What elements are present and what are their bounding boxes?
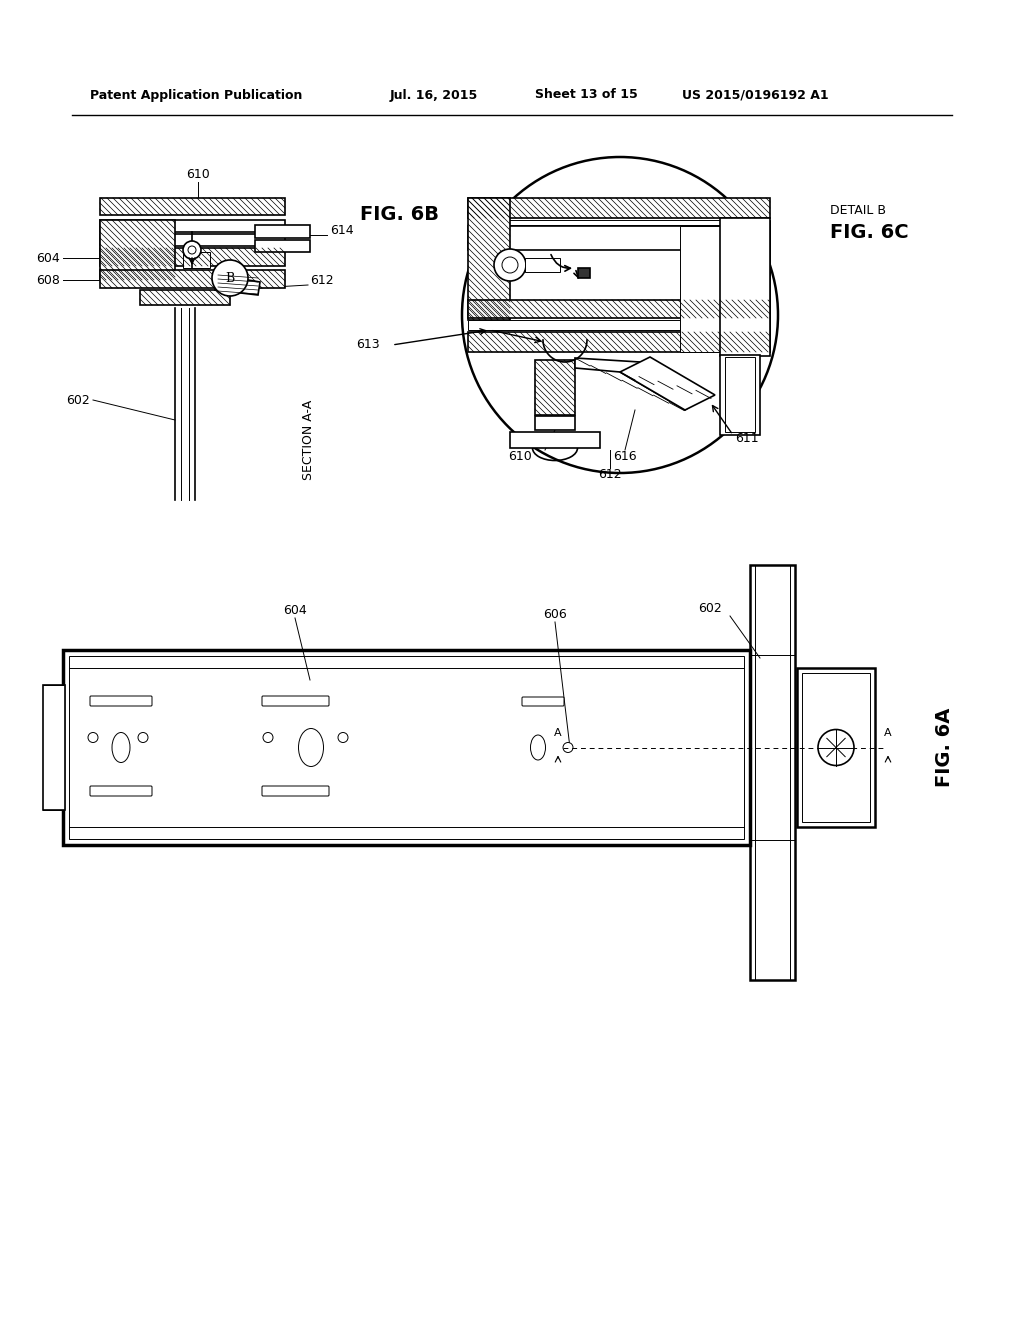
Text: B: B <box>225 272 234 285</box>
FancyBboxPatch shape <box>90 785 152 796</box>
Bar <box>578 268 590 279</box>
Bar <box>255 224 310 238</box>
Text: 604: 604 <box>36 252 60 264</box>
Polygon shape <box>575 358 700 411</box>
Bar <box>535 416 575 430</box>
Text: SECTION A-A: SECTION A-A <box>301 400 314 480</box>
Bar <box>468 198 510 319</box>
Bar <box>100 198 285 215</box>
Bar <box>468 226 770 249</box>
Bar <box>680 226 770 352</box>
Text: A: A <box>884 729 892 738</box>
Text: 610: 610 <box>508 450 531 463</box>
FancyBboxPatch shape <box>522 697 564 706</box>
Circle shape <box>188 246 196 253</box>
Polygon shape <box>215 275 260 294</box>
Bar <box>468 198 770 218</box>
Bar <box>100 220 175 280</box>
Bar <box>63 649 750 845</box>
Text: 613: 613 <box>356 338 380 351</box>
Circle shape <box>212 260 248 296</box>
Text: 611: 611 <box>735 432 759 445</box>
Circle shape <box>502 257 518 273</box>
Bar <box>100 220 285 232</box>
Bar <box>468 300 770 318</box>
Bar <box>510 432 600 447</box>
Text: Jul. 16, 2015: Jul. 16, 2015 <box>390 88 478 102</box>
FancyBboxPatch shape <box>262 696 329 706</box>
Circle shape <box>138 733 148 742</box>
Text: 614: 614 <box>330 223 353 236</box>
Circle shape <box>183 242 201 259</box>
Text: Sheet 13 of 15: Sheet 13 of 15 <box>535 88 638 102</box>
Text: 612: 612 <box>598 469 622 480</box>
FancyBboxPatch shape <box>90 696 152 706</box>
Text: 610: 610 <box>186 169 210 181</box>
Circle shape <box>263 733 273 742</box>
Text: Patent Application Publication: Patent Application Publication <box>90 88 302 102</box>
Circle shape <box>818 730 854 766</box>
Bar <box>720 218 770 356</box>
Circle shape <box>88 733 98 742</box>
Ellipse shape <box>299 729 324 767</box>
Bar <box>797 668 874 828</box>
Polygon shape <box>620 356 715 411</box>
Bar <box>535 360 575 414</box>
Text: 604: 604 <box>283 603 307 616</box>
Bar <box>140 290 230 305</box>
Bar <box>750 565 795 979</box>
Text: 602: 602 <box>698 602 722 615</box>
Text: US 2015/0196192 A1: US 2015/0196192 A1 <box>682 88 828 102</box>
Text: FIG. 6B: FIG. 6B <box>360 206 439 224</box>
Bar <box>468 333 770 352</box>
Text: DETAIL B: DETAIL B <box>830 203 886 216</box>
Ellipse shape <box>530 735 546 760</box>
Bar <box>802 673 870 822</box>
Text: 612: 612 <box>310 273 334 286</box>
Bar <box>100 234 285 246</box>
Bar <box>725 356 755 432</box>
Bar <box>183 252 210 268</box>
Text: FIG. 6C: FIG. 6C <box>830 223 908 242</box>
Text: 602: 602 <box>67 393 90 407</box>
Circle shape <box>494 249 526 281</box>
Text: 608: 608 <box>36 273 60 286</box>
Text: FIG. 6A: FIG. 6A <box>936 708 954 787</box>
Bar <box>525 257 560 272</box>
Ellipse shape <box>112 733 130 763</box>
Bar <box>43 685 65 810</box>
Bar <box>468 220 770 224</box>
Circle shape <box>462 157 778 473</box>
Text: 616: 616 <box>613 450 637 463</box>
Bar <box>720 355 760 436</box>
Text: 606: 606 <box>543 609 567 622</box>
Circle shape <box>338 733 348 742</box>
Text: A: A <box>554 729 562 738</box>
Bar <box>468 319 770 330</box>
Bar <box>69 656 744 840</box>
Circle shape <box>563 742 573 752</box>
Bar <box>100 271 285 288</box>
Bar <box>255 240 310 252</box>
Bar <box>100 248 285 267</box>
FancyBboxPatch shape <box>262 785 329 796</box>
